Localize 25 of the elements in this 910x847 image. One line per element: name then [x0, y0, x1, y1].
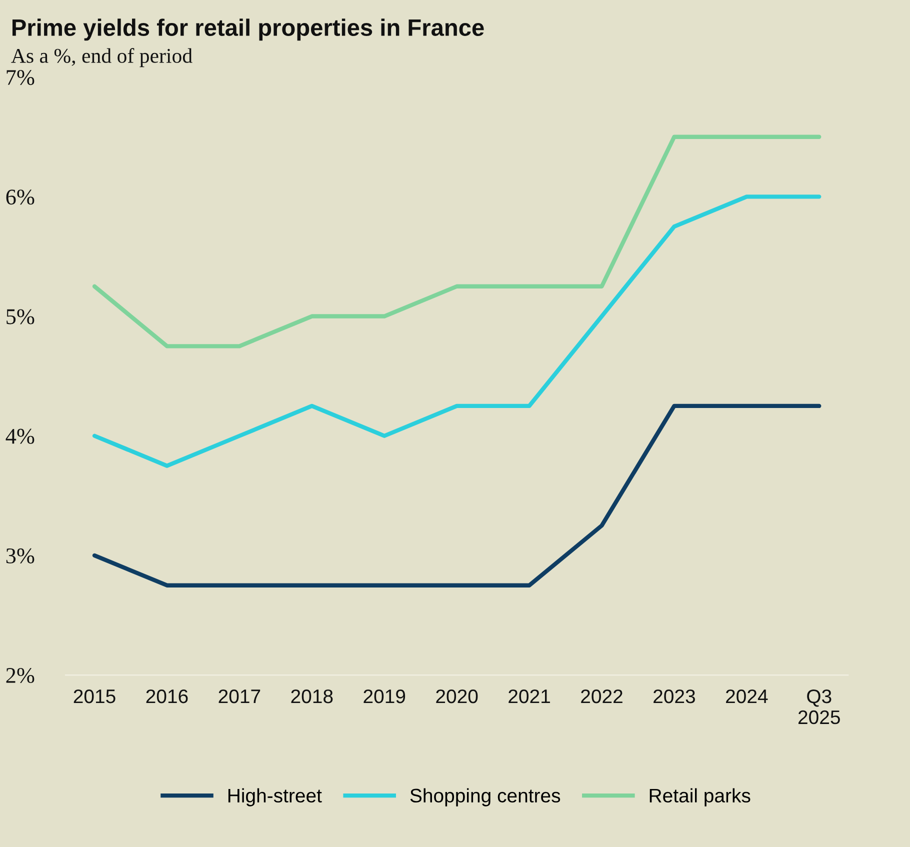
y-tick-label: 3% — [6, 548, 34, 564]
chart-subtitle: As a %, end of period — [11, 48, 192, 68]
line-series — [92, 194, 822, 468]
x-tick-label: 2024 — [726, 689, 768, 704]
x-tick-label: 2021 — [508, 689, 550, 704]
y-tick-label: 5% — [6, 309, 34, 324]
x-tick-label: 2022 — [581, 689, 622, 704]
legend-label: High-street — [228, 788, 322, 806]
chart-title: Prime yields for retail properties in France — [12, 18, 484, 41]
legend-label: Shopping centres — [410, 788, 560, 806]
x-tick-label: 2020 — [436, 689, 478, 704]
legend-label: Retail parks — [650, 788, 750, 806]
x-tick-label: 2015 — [74, 689, 116, 704]
x-tick-label: Q3 2025 — [798, 689, 840, 724]
x-tick-label: 2017 — [218, 689, 260, 704]
x-tick-label: 2018 — [291, 689, 333, 704]
line-series — [92, 134, 822, 348]
x-tick-label: 2016 — [146, 689, 188, 704]
y-tick-label: 7% — [6, 70, 34, 86]
y-tick-label: 6% — [6, 190, 34, 205]
x-tick-label: 2023 — [654, 689, 695, 704]
line-series — [92, 404, 822, 588]
x-tick-label: 2019 — [364, 689, 406, 704]
y-tick-label: 4% — [6, 428, 34, 444]
y-tick-label: 2% — [6, 668, 34, 684]
